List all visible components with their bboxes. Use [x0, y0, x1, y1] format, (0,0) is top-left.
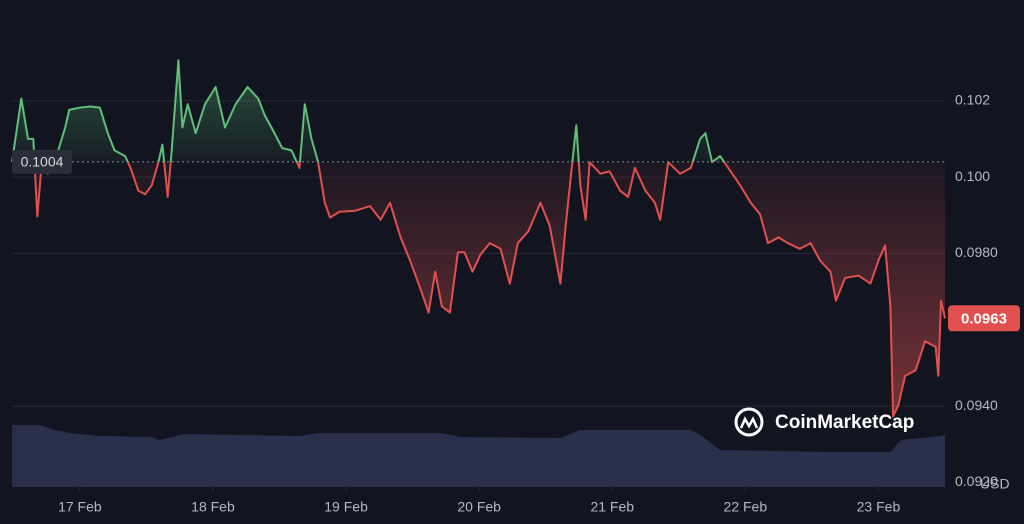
- y-tick-label: 0.0980: [955, 244, 998, 260]
- volume-area: [12, 425, 945, 487]
- x-tick-label: 17 Feb: [58, 499, 102, 515]
- x-tick-label: 18 Feb: [191, 499, 235, 515]
- x-tick-label: 23 Feb: [857, 499, 901, 515]
- current-price-box: [948, 305, 1020, 332]
- unit-label: USD: [980, 476, 1010, 492]
- x-tick-label: 19 Feb: [324, 499, 368, 515]
- y-tick-label: 0.0940: [955, 397, 998, 413]
- watermark-logo-wave: [739, 416, 759, 429]
- y-tick-label: 0.100: [955, 168, 990, 184]
- watermark: CoinMarketCap: [734, 407, 914, 437]
- price-line: [11, 59, 946, 418]
- x-tick-label: 20 Feb: [457, 499, 501, 515]
- watermark-logo: [734, 407, 764, 437]
- y-tick-label: 0.0920: [955, 473, 998, 489]
- x-tick-label: 22 Feb: [724, 499, 768, 515]
- price-area: [12, 60, 945, 417]
- watermark-text: CoinMarketCap: [775, 412, 914, 433]
- baseline-label-box: [12, 149, 72, 174]
- current-price-label: 0.0963: [961, 310, 1007, 327]
- baseline-label: 0.1004: [21, 154, 64, 170]
- x-tick-label: 21 Feb: [590, 499, 634, 515]
- y-tick-label: 0.102: [955, 91, 990, 107]
